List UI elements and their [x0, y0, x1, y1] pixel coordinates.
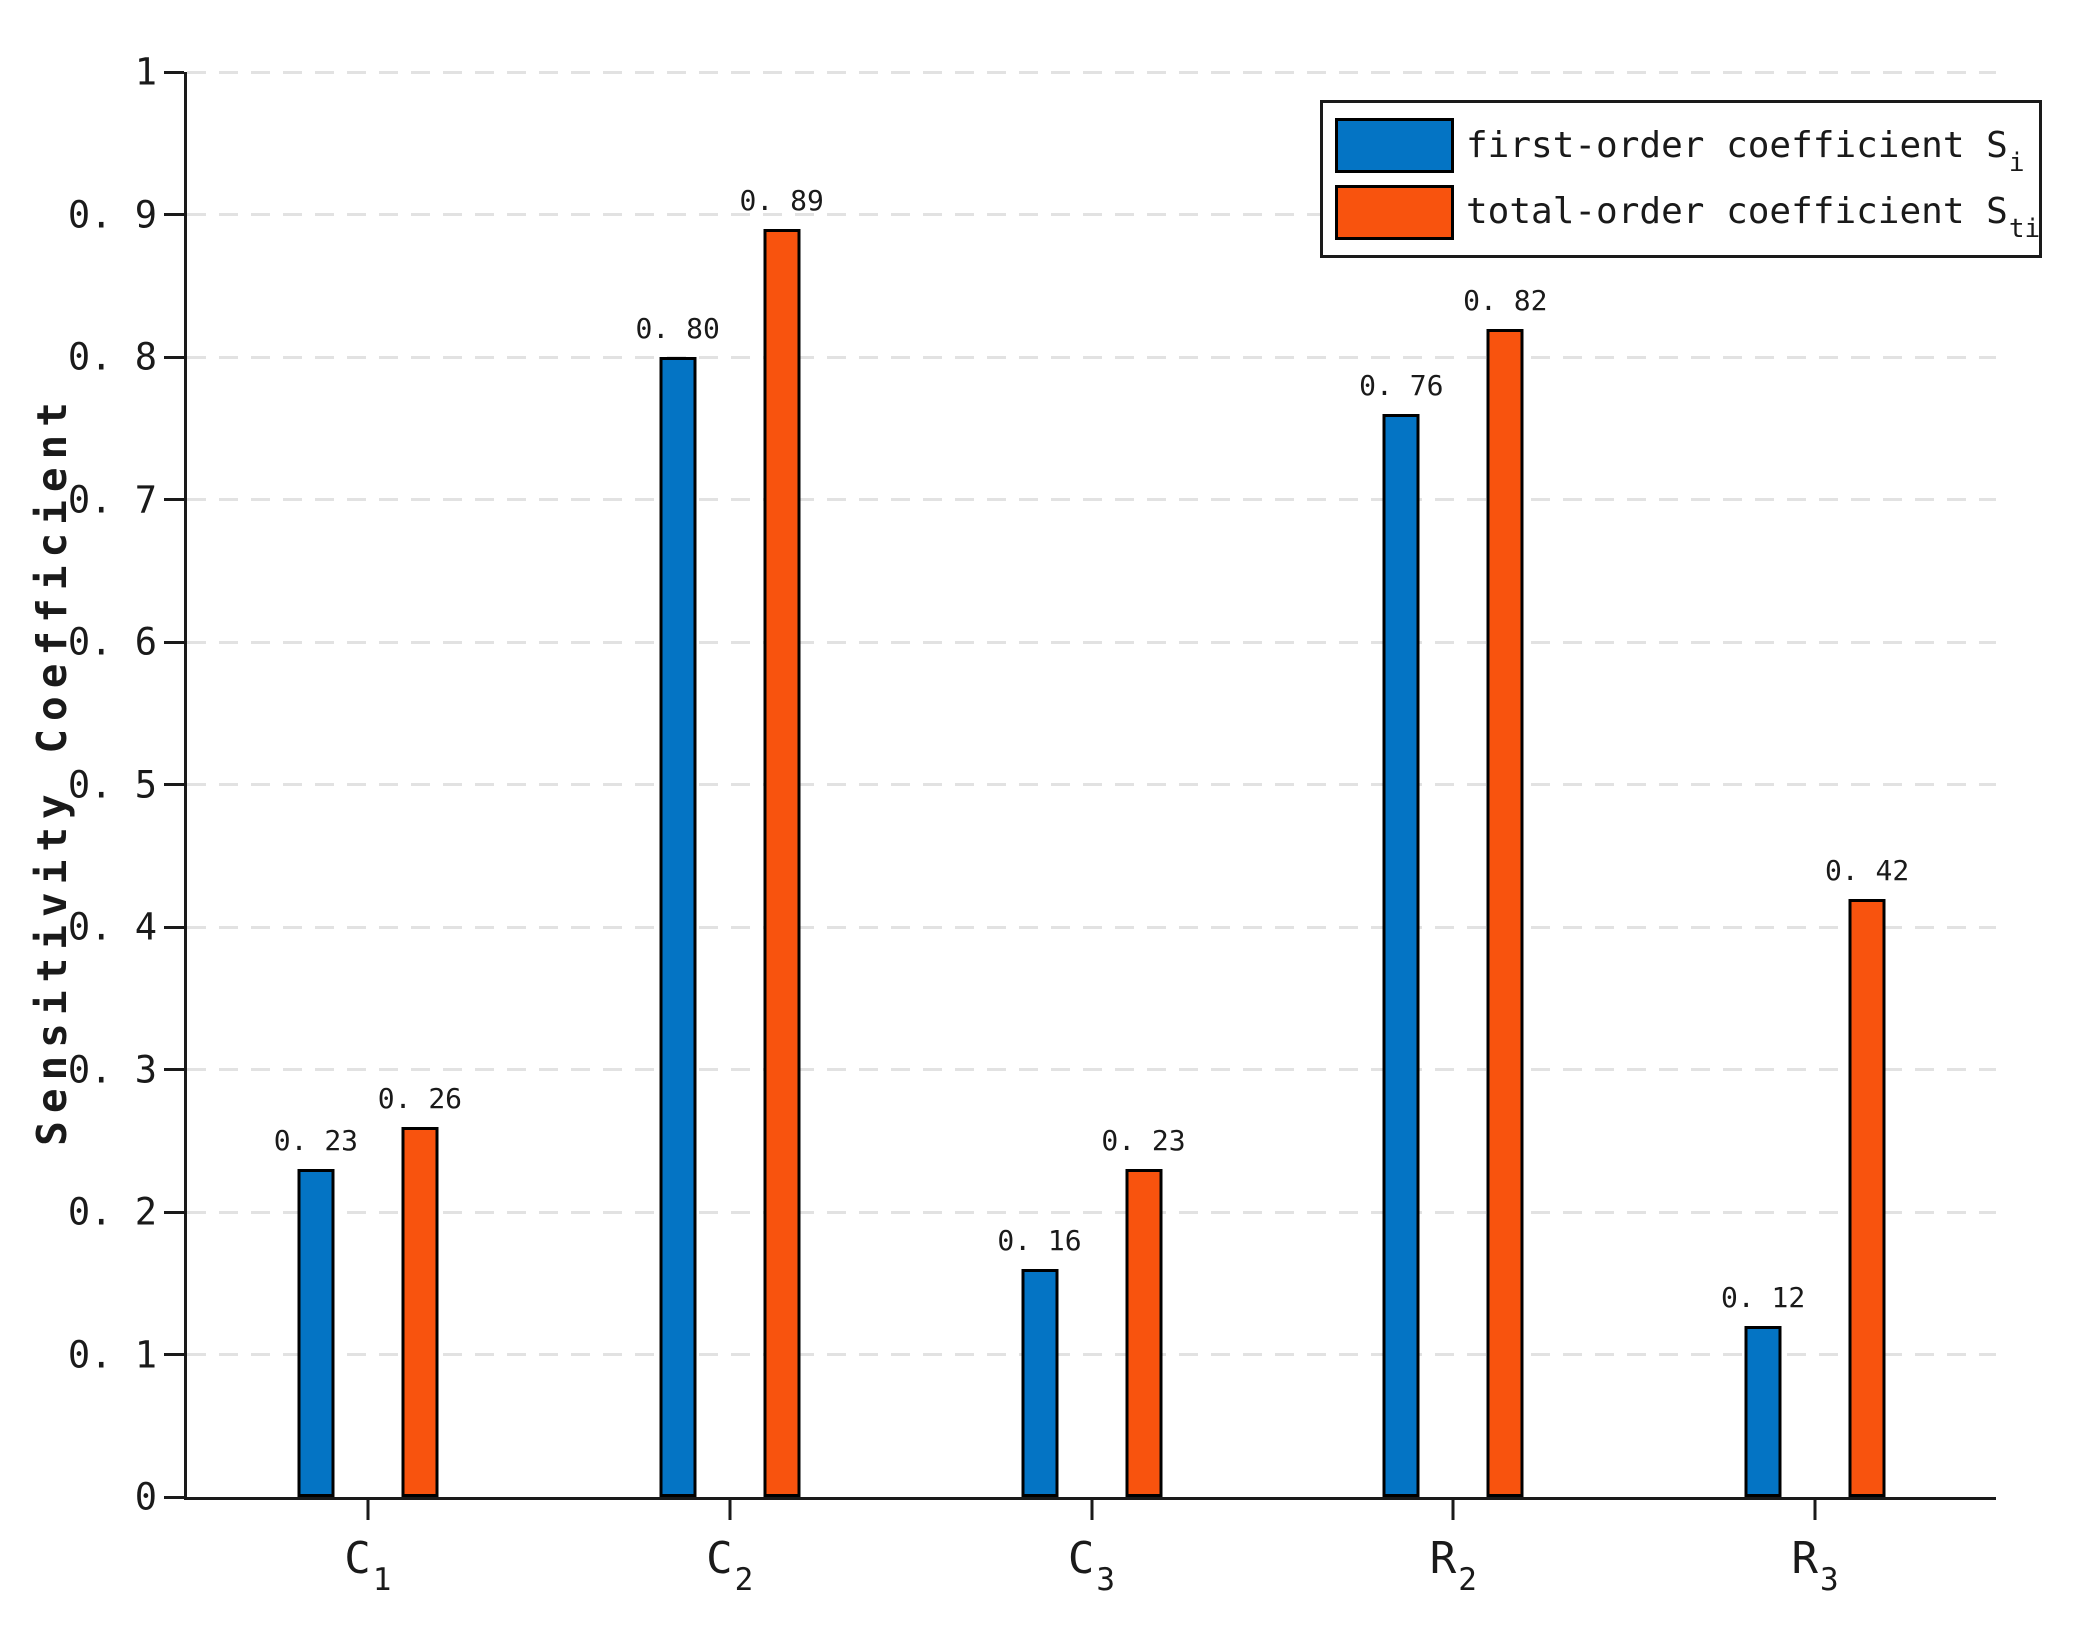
- plot-area: 0 0. 1 0. 2 0. 3 0. 4 0. 5 0. 6 0. 7 0. 8 0. 9 1 C1…: [68, 54, 1996, 1596]
- legend-label: first-order coefficient Si: [1466, 124, 2025, 176]
- bar-total-order: [401, 1126, 439, 1497]
- x-tick: [1813, 1500, 1817, 1520]
- y-tick-label: 0. 2: [67, 1190, 157, 1234]
- x-tick: [728, 1500, 732, 1520]
- y-tick: [164, 1495, 184, 1499]
- bar-value-label: 0. 82: [1463, 283, 1548, 317]
- gridline: [187, 783, 1996, 786]
- y-tick: [164, 783, 184, 786]
- legend-item: first-order coefficient Si: [1335, 118, 2029, 176]
- bar-value-label: 0. 12: [1720, 1281, 1806, 1314]
- gridline: [187, 70, 1996, 74]
- x-axis-label: C2: [706, 1537, 753, 1596]
- x-tick: [1090, 1500, 1093, 1520]
- legend: first-order coefficient Si total-order co…: [1320, 100, 2042, 258]
- x-axis-line: [184, 1497, 1996, 1500]
- bar-value-label: 0. 23: [1101, 1124, 1186, 1158]
- y-tick-label: 0. 1: [67, 1333, 157, 1376]
- y-tick-label: 0. 9: [67, 193, 157, 236]
- bar-value-label: 0. 80: [635, 312, 720, 345]
- legend-item: total-order coefficient Sti: [1335, 184, 2040, 242]
- bar-first-order: [1744, 1326, 1782, 1497]
- y-tick-label: 0. 6: [67, 620, 157, 664]
- bar-value-label: 0. 26: [377, 1081, 463, 1115]
- y-tick: [164, 925, 184, 929]
- bar-total-order: [1486, 328, 1524, 1497]
- gridline: [187, 1210, 1996, 1214]
- y-tick-label: 0. 4: [67, 905, 157, 949]
- gridline: [187, 1068, 1996, 1071]
- x-axis-label: R2: [1430, 1537, 1477, 1596]
- bar-value-label: 0. 76: [1359, 369, 1444, 402]
- bar-first-order: [297, 1169, 335, 1497]
- y-tick: [164, 1068, 184, 1071]
- gridline: [187, 355, 1996, 359]
- bar-value-label: 0. 16: [997, 1224, 1082, 1257]
- bar-total-order: [1848, 898, 1886, 1497]
- legend-label: total-order coefficient Sti: [1466, 191, 2040, 243]
- y-tick-label: 1: [134, 50, 157, 94]
- legend-swatch-first-order: [1335, 118, 1454, 174]
- y-tick-label: 0. 8: [67, 335, 157, 379]
- legend-label-text: total-order coefficient S: [1466, 191, 2008, 233]
- x-axis-label-base: C: [344, 1533, 371, 1584]
- y-tick-label: 0. 5: [67, 763, 157, 806]
- legend-label-text: first-order coefficient S: [1466, 124, 2008, 166]
- y-tick: [164, 213, 184, 216]
- y-tick: [164, 1210, 184, 1214]
- bar-value-label: 0. 89: [739, 183, 824, 217]
- gridline: [187, 213, 1996, 216]
- x-axis-label-subscript: 3: [1096, 1562, 1116, 1598]
- y-tick-label: 0: [134, 1475, 157, 1519]
- y-tick-label: 0. 3: [67, 1048, 157, 1091]
- y-tick: [164, 1353, 184, 1356]
- x-axis-label-base: C: [706, 1533, 733, 1584]
- bar-first-order: [1021, 1269, 1058, 1497]
- y-tick: [164, 355, 184, 359]
- x-axis-label-subscript: 3: [1820, 1562, 1839, 1598]
- legend-label-subscript: i: [2008, 147, 2025, 178]
- gridline: [187, 1353, 1996, 1356]
- x-axis-label-base: R: [1791, 1533, 1819, 1584]
- x-axis-label-base: C: [1067, 1533, 1095, 1584]
- x-axis-label-subscript: 2: [1458, 1562, 1477, 1598]
- bar-value-label: 0. 23: [273, 1124, 359, 1158]
- gridline: [187, 640, 1996, 644]
- bar-total-order: [1125, 1169, 1162, 1497]
- y-tick: [164, 70, 184, 74]
- legend-label-subscript: ti: [2008, 214, 2041, 245]
- x-tick: [366, 1500, 370, 1520]
- bar-total-order: [763, 228, 801, 1497]
- x-axis-label-subscript: 2: [734, 1562, 754, 1598]
- gridline: [187, 498, 1996, 501]
- x-axis-label: C3: [1068, 1537, 1115, 1596]
- y-tick: [164, 498, 184, 501]
- bar-first-order: [659, 357, 697, 1497]
- x-axis-label-subscript: 1: [372, 1562, 392, 1598]
- y-tick-label: 0. 7: [67, 478, 157, 521]
- bar-value-label: 0. 42: [1824, 853, 1910, 887]
- y-tick: [164, 640, 184, 644]
- legend-swatch-total-order: [1335, 184, 1454, 240]
- bar-first-order: [1382, 414, 1420, 1497]
- y-axis-line: [184, 72, 187, 1497]
- x-axis-label: C1: [344, 1537, 391, 1596]
- gridline: [187, 925, 1996, 929]
- x-tick: [1451, 1500, 1455, 1520]
- x-axis-label: R3: [1792, 1537, 1839, 1596]
- x-axis-label-base: R: [1429, 1533, 1457, 1584]
